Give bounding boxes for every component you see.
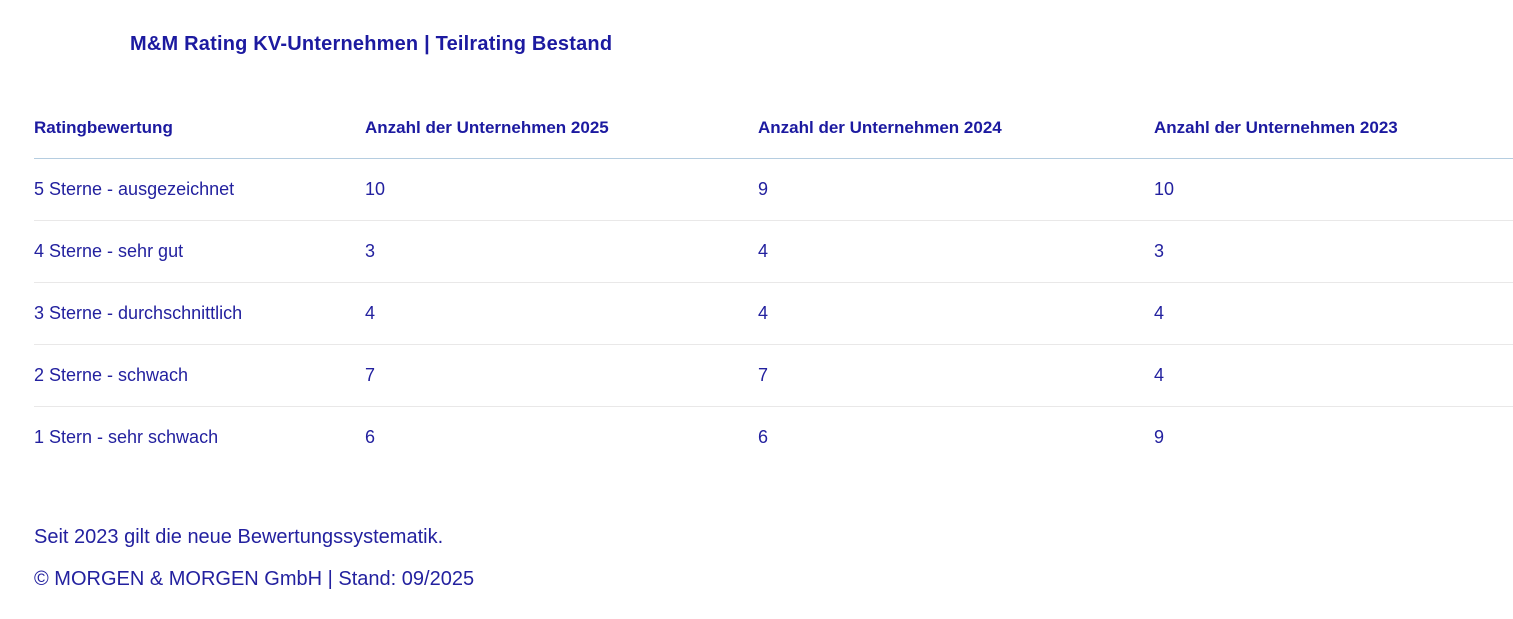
rating-label: 2 Sterne - schwach [34, 365, 189, 385]
count-2025: 3 [365, 241, 376, 261]
table-row-1-stern: 1 Stern - sehr schwach 6 6 9 [34, 407, 1513, 468]
table-row-3-sterne: 3 Sterne - durchschnittlich 4 4 4 [34, 283, 1513, 345]
table-row-2-sterne: 2 Sterne - schwach 7 7 4 [34, 345, 1513, 407]
footer: Seit 2023 gilt die neue Bewertungssystem… [34, 516, 1513, 600]
count-2024: 4 [758, 303, 769, 323]
count-2023: 9 [1154, 427, 1165, 447]
count-2024: 9 [758, 179, 769, 199]
rating-label: 3 Sterne - durchschnittlich [34, 303, 243, 323]
table-header-row: Ratingbewertung Anzahl der Unternehmen 2… [34, 118, 1513, 159]
rating-label: 1 Stern - sehr schwach [34, 427, 219, 447]
count-2024: 4 [758, 241, 769, 261]
count-2023: 4 [1154, 303, 1165, 323]
count-2023: 4 [1154, 365, 1165, 385]
table-row-4-sterne: 4 Sterne - sehr gut 3 4 3 [34, 221, 1513, 283]
count-2024: 7 [758, 365, 769, 385]
count-2023: 10 [1154, 179, 1175, 199]
column-header-anzahl-2024: Anzahl der Unternehmen 2024 [758, 118, 1002, 137]
count-2025: 10 [365, 179, 386, 199]
page-title: M&M Rating KV-Unternehmen | Teilrating B… [130, 33, 613, 55]
column-header-anzahl-2023: Anzahl der Unternehmen 2023 [1154, 118, 1398, 137]
count-2025: 6 [365, 427, 376, 447]
count-2025: 4 [365, 303, 376, 323]
count-2025: 7 [365, 365, 376, 385]
rating-table: Ratingbewertung Anzahl der Unternehmen 2… [34, 118, 1513, 468]
table-row-5-sterne: 5 Sterne - ausgezeichnet 10 9 10 [34, 159, 1513, 221]
count-2023: 3 [1154, 241, 1165, 261]
footer-note: Seit 2023 gilt die neue Bewertungssystem… [34, 526, 444, 548]
column-header-ratingbewertung: Ratingbewertung [34, 118, 173, 137]
column-header-anzahl-2025: Anzahl der Unternehmen 2025 [365, 118, 609, 137]
footer-copyright: © MORGEN & MORGEN GmbH | Stand: 09/2025 [34, 568, 475, 590]
rating-label: 4 Sterne - sehr gut [34, 241, 184, 261]
count-2024: 6 [758, 427, 769, 447]
table-body: 5 Sterne - ausgezeichnet 10 9 10 4 Stern… [34, 159, 1513, 468]
rating-label: 5 Sterne - ausgezeichnet [34, 179, 235, 199]
